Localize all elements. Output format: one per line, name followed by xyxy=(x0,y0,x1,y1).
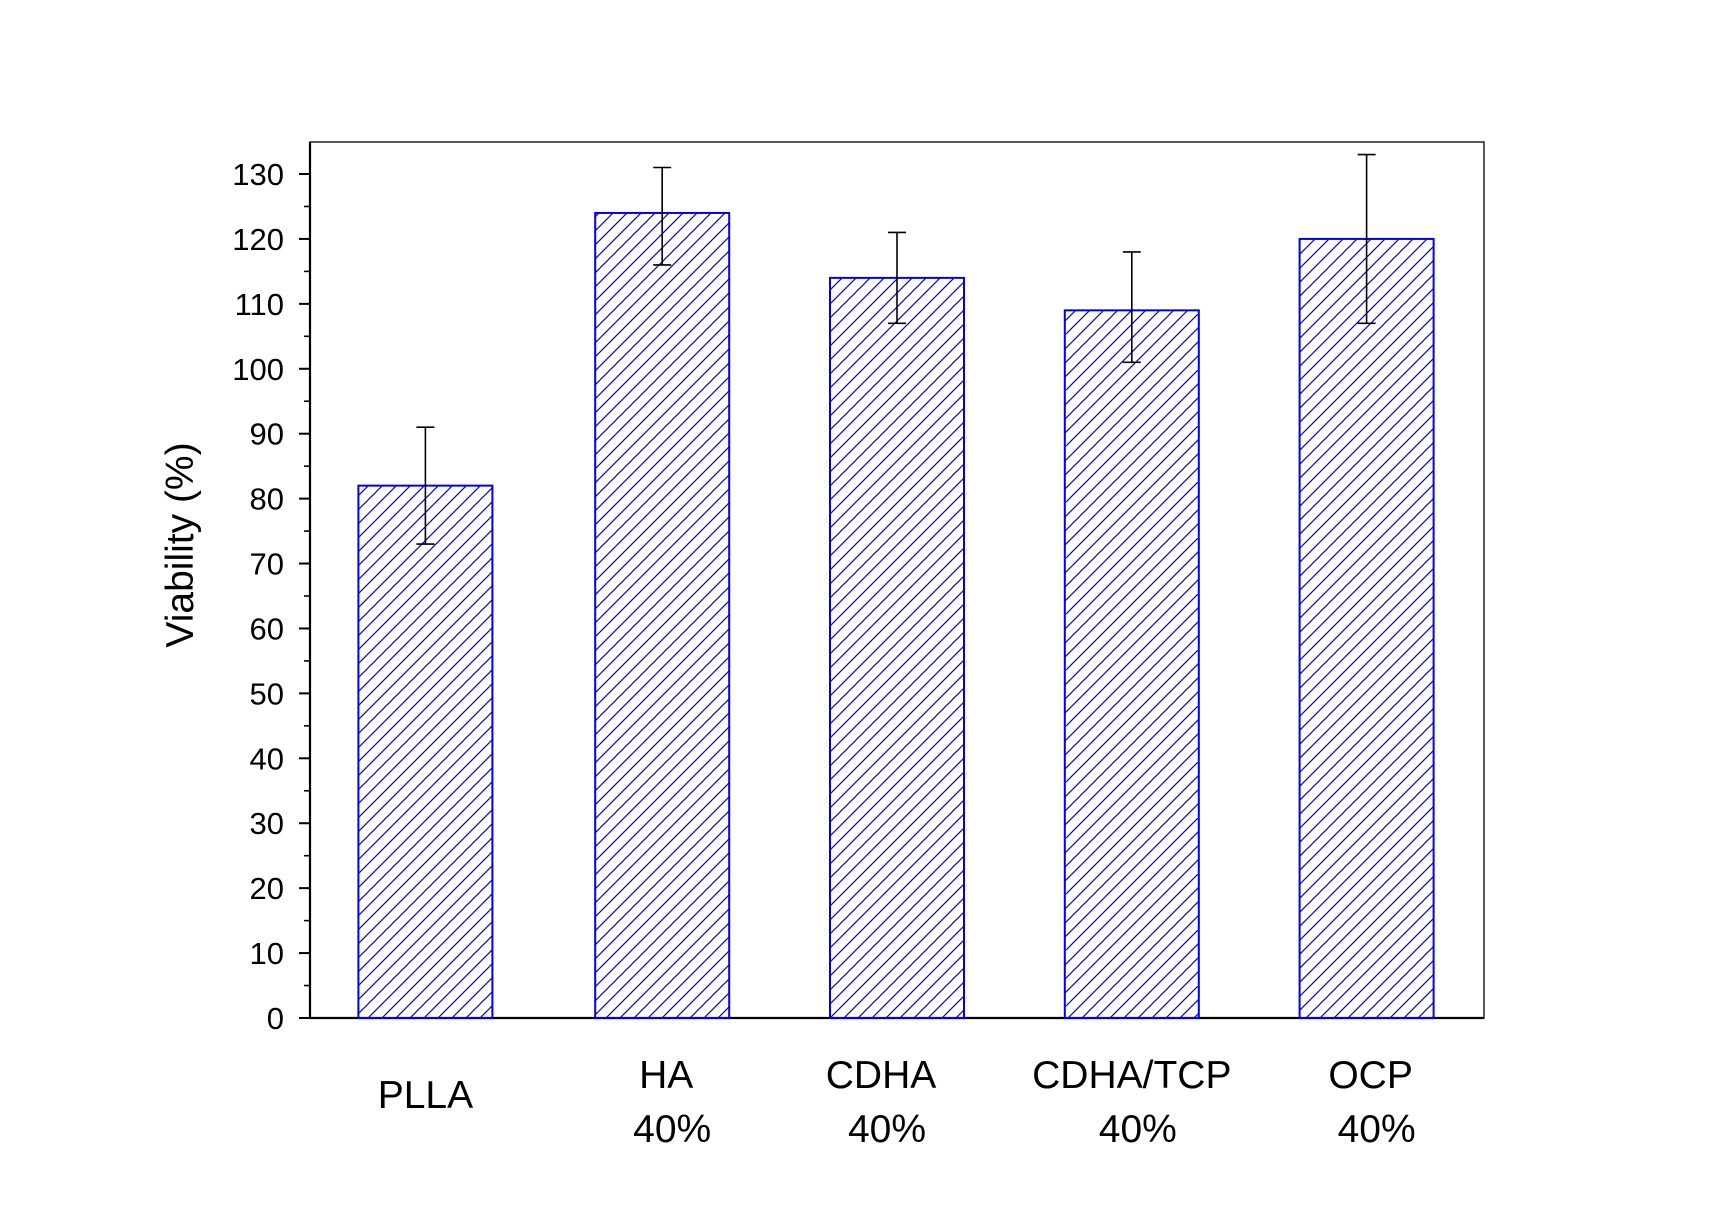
error-bars xyxy=(416,153,1376,545)
bar-3 xyxy=(1063,309,1200,1020)
y-tick-label: 90 xyxy=(250,417,284,452)
y-tick-label: 100 xyxy=(232,352,284,387)
y-tick-label: 130 xyxy=(232,157,284,192)
category-label: 40% xyxy=(848,1108,926,1151)
category-label: OCP xyxy=(1328,1054,1413,1097)
y-tick-label: 80 xyxy=(250,482,284,517)
y-tick-label: 30 xyxy=(250,806,284,841)
y-tick-label: 50 xyxy=(250,676,284,711)
bars xyxy=(357,211,1435,1020)
y-axis-title: Viability (%) xyxy=(159,442,202,647)
y-tick-label: 60 xyxy=(250,611,284,646)
category-label: 40% xyxy=(633,1108,711,1151)
y-tick-label: 110 xyxy=(235,287,284,322)
x-axis-labels: PLLA HA 40% CDHA 40% CDHA/TCP 40% OCP 40% xyxy=(378,1054,1416,1151)
category-label: CDHA/TCP xyxy=(1032,1054,1231,1097)
bar-1 xyxy=(594,211,731,1019)
category-label: 40% xyxy=(1338,1108,1416,1151)
category-label: HA xyxy=(639,1054,693,1097)
bar-2 xyxy=(829,276,965,1019)
y-tick-label: 70 xyxy=(250,547,284,582)
y-tick-label: 10 xyxy=(250,936,284,971)
bar-0 xyxy=(357,484,494,1019)
category-label: 40% xyxy=(1099,1108,1177,1151)
bar-4 xyxy=(1298,237,1435,1019)
y-tick-label: 40 xyxy=(250,741,284,776)
category-label: CDHA xyxy=(826,1054,937,1097)
category-label: PLLA xyxy=(378,1074,473,1117)
y-axis: 0 10 20 30 40 50 60 70 80 90 100 110 120 130 xyxy=(232,157,310,1036)
y-tick-label: 120 xyxy=(232,222,284,257)
y-tick-label: 0 xyxy=(267,1001,284,1036)
y-tick-label: 20 xyxy=(250,871,284,906)
